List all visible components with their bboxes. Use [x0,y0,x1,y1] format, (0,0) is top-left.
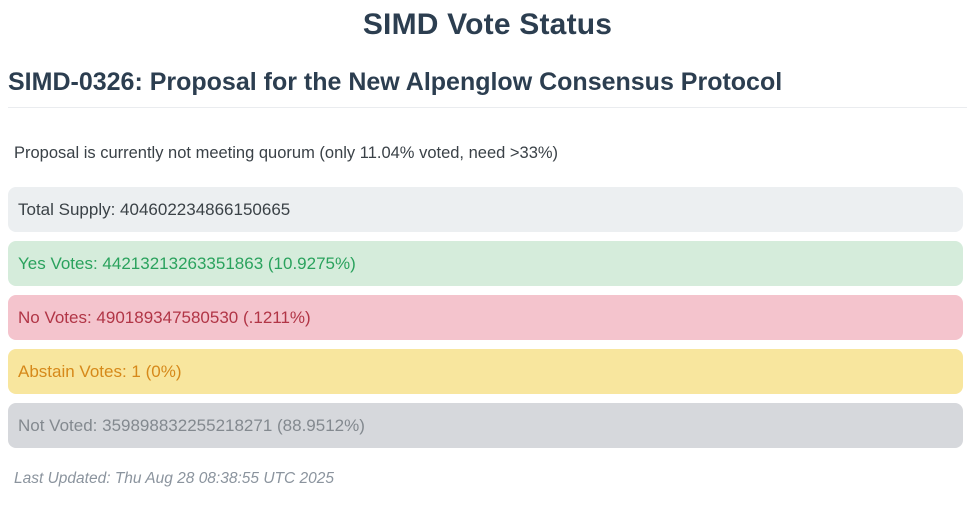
not-voted-bar: Not Voted: 359898832255218271 (88.9512%) [8,403,963,448]
vote-status-page: SIMD Vote Status SIMD-0326: Proposal for… [8,8,967,488]
total-supply-bar: Total Supply: 404602234866150665 [8,187,963,232]
yes-votes-bar: Yes Votes: 44213213263351863 (10.9275%) [8,241,963,286]
abstain-votes-bar: Abstain Votes: 1 (0%) [8,349,963,394]
no-votes-bar: No Votes: 490189347580530 (.1211%) [8,295,963,340]
quorum-status-text: Proposal is currently not meeting quorum… [14,144,559,162]
page-title: SIMD Vote Status [362,8,613,41]
proposal-heading: SIMD-0326: Proposal for the New Alpenglo… [8,68,967,108]
last-updated-text: Last Updated: Thu Aug 28 08:38:55 UTC 20… [14,470,334,487]
